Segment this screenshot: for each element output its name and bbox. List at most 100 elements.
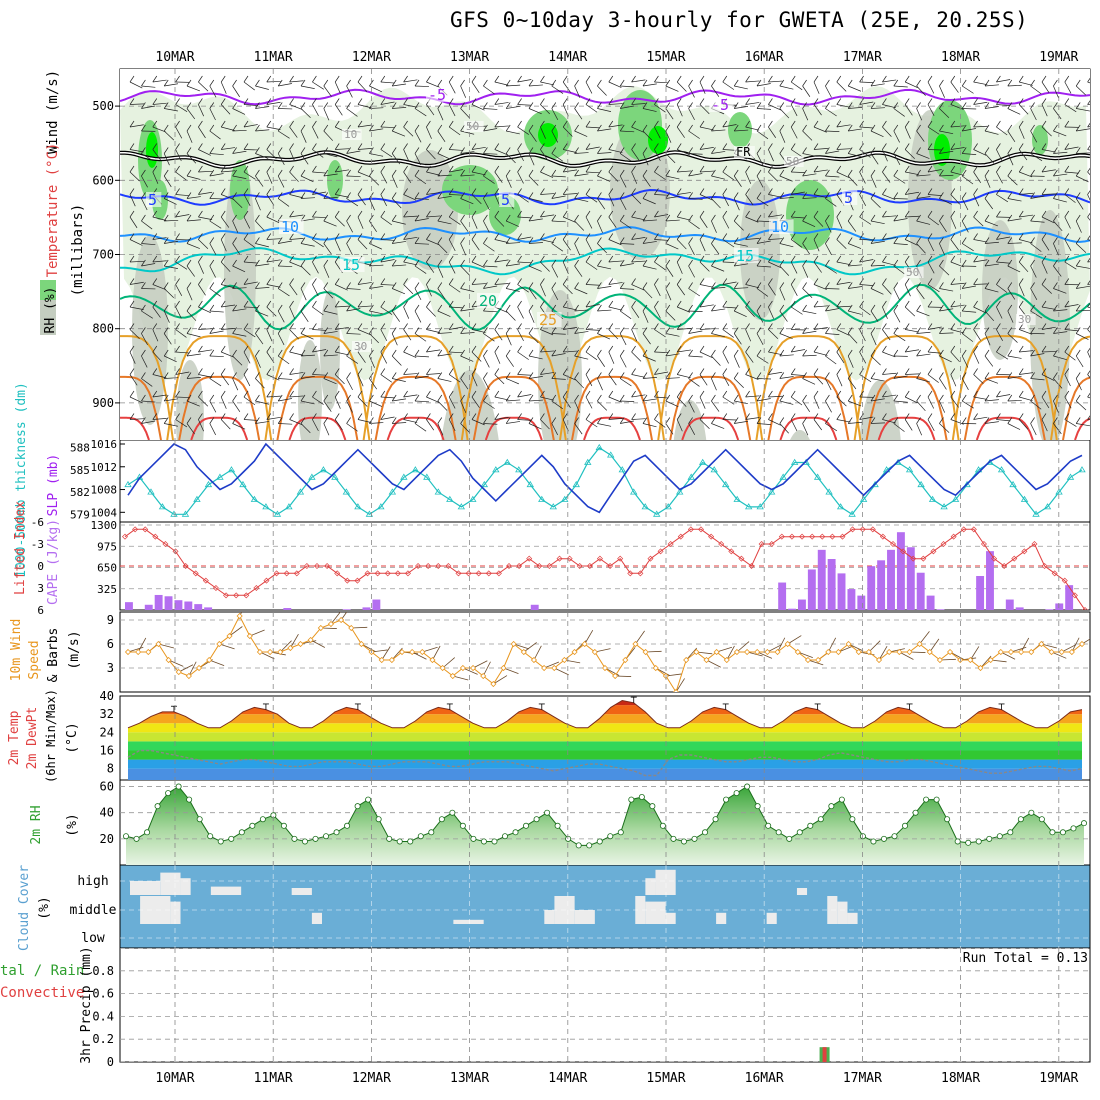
contour-label: 20 bbox=[479, 292, 497, 310]
upper-wind-barb bbox=[300, 153, 309, 165]
upper-wind-barb bbox=[961, 333, 974, 342]
temp2m-group bbox=[127, 696, 1083, 780]
upper-wind-barb-flag bbox=[380, 255, 386, 263]
upper-wind-barb-flag bbox=[448, 120, 454, 128]
upper-wind-barb-flag bbox=[1064, 98, 1070, 105]
upper-wind-barb-flag bbox=[745, 210, 750, 218]
upper-wind-barb bbox=[847, 333, 858, 344]
upper-wind-barb bbox=[506, 399, 521, 402]
upper-wind-barb bbox=[631, 103, 646, 105]
upper-wind-barb bbox=[209, 310, 224, 313]
upper-wind-barb bbox=[882, 284, 892, 295]
upper-wind-barb bbox=[198, 191, 213, 195]
upper-wind-barb-flag bbox=[870, 282, 876, 289]
upper-wind-barb-flag bbox=[597, 192, 602, 199]
upper-wind-barb-flag bbox=[688, 79, 693, 87]
upper-wind-barb bbox=[562, 81, 571, 93]
upper-wind-barb-flag bbox=[950, 413, 956, 420]
wind10-point bbox=[226, 632, 233, 640]
wind10-barb bbox=[178, 664, 194, 673]
upper-wind-barb bbox=[825, 378, 832, 391]
upper-wind-barb-flag bbox=[505, 372, 511, 379]
upper-wind-barb-flag bbox=[312, 278, 317, 285]
temp2m-line bbox=[127, 699, 1083, 729]
upper-wind-barb bbox=[916, 400, 926, 412]
rh2m-point bbox=[1028, 809, 1035, 816]
upper-wind-barb bbox=[198, 396, 209, 407]
upper-wind-barb-flag bbox=[471, 300, 477, 308]
upper-wind-barb-flag bbox=[505, 282, 511, 289]
upper-wind-barb-flag bbox=[847, 102, 853, 109]
thickness-point bbox=[940, 503, 948, 510]
upper-wind-barb-flag bbox=[163, 417, 169, 424]
upper-wind-barb bbox=[1019, 396, 1033, 402]
upper-wind-barb bbox=[677, 170, 692, 173]
upper-wind-barb bbox=[494, 329, 503, 341]
upper-wind-barb bbox=[346, 355, 358, 364]
upper-wind-barb-flag bbox=[608, 210, 614, 218]
upper-wind-barb bbox=[973, 351, 980, 364]
rh-shading-mid bbox=[790, 430, 810, 440]
upper-wind-barb-flag bbox=[859, 345, 864, 353]
upper-wind-barb-flag bbox=[186, 417, 192, 424]
upper-wind-barb bbox=[163, 153, 170, 166]
thickness-point bbox=[204, 480, 213, 488]
cape-bar bbox=[164, 596, 173, 610]
cape-bar bbox=[778, 582, 787, 610]
upper-wind-barb bbox=[1007, 355, 1022, 359]
upper-wind-barb bbox=[563, 149, 577, 153]
upper-wind-barb-flag bbox=[483, 327, 488, 334]
upper-wind-barb bbox=[323, 173, 338, 177]
upper-wind-barb-flag bbox=[585, 210, 591, 218]
thickness-point bbox=[607, 451, 615, 458]
upper-wind-barb bbox=[232, 129, 247, 132]
upper-wind-barb bbox=[665, 130, 672, 143]
upper-y-tick-label: 900 bbox=[92, 396, 114, 410]
upper-wind-barb-flag bbox=[768, 255, 773, 263]
upper-wind-barb bbox=[266, 149, 277, 159]
upper-wind-barb bbox=[380, 239, 395, 241]
upper-wind-barb bbox=[608, 260, 623, 263]
upper-wind-barb-flag bbox=[790, 233, 796, 240]
wind10-point bbox=[246, 632, 253, 640]
upper-wind-barb-flag bbox=[1041, 233, 1047, 240]
upper-wind-barb bbox=[426, 104, 435, 116]
upper-wind-barb bbox=[346, 85, 353, 98]
upper-wind-barb-flag bbox=[517, 98, 522, 105]
upper-wind-barb bbox=[346, 175, 361, 177]
upper-wind-barb bbox=[950, 351, 960, 363]
upper-wind-barb-flag bbox=[961, 394, 967, 402]
upper-wind-barb-flag bbox=[1030, 304, 1035, 312]
upper-wind-barb bbox=[346, 198, 359, 207]
upper-wind-barb bbox=[494, 171, 503, 183]
upper-wind-barb-flag bbox=[699, 210, 705, 218]
li-point bbox=[748, 563, 755, 569]
cape-group bbox=[120, 524, 1090, 610]
upper-wind-barb bbox=[574, 378, 584, 389]
upper-wind-barb bbox=[790, 261, 798, 274]
upper-wind-barb bbox=[699, 419, 710, 430]
upper-wind-barb bbox=[699, 396, 706, 409]
upper-wind-barb bbox=[380, 259, 395, 263]
isotherm-35-dome bbox=[288, 416, 347, 440]
upper-wind-barb-flag bbox=[654, 210, 659, 218]
upper-wind-barb bbox=[1007, 265, 1021, 273]
upper-wind-barb bbox=[950, 147, 965, 150]
wind10-barb bbox=[422, 646, 438, 653]
upper-wind-barb bbox=[483, 153, 498, 155]
wind10-barb bbox=[411, 651, 427, 660]
li-point bbox=[869, 526, 876, 533]
upper-wind-barb-flag bbox=[1041, 165, 1047, 173]
upper-wind-barb-flag bbox=[1041, 98, 1047, 105]
thickness-point bbox=[595, 443, 603, 451]
upper-wind-barb bbox=[813, 261, 822, 273]
upper-wind-barb bbox=[220, 81, 227, 94]
upper-wind-barb-flag bbox=[574, 304, 579, 312]
li-point bbox=[182, 563, 189, 569]
upper-wind-barb-flag bbox=[847, 417, 853, 424]
thickness-point bbox=[446, 495, 454, 502]
upper-wind-barb-flag bbox=[220, 413, 226, 420]
upper-wind-barb bbox=[198, 374, 213, 378]
upper-wind-barb bbox=[733, 355, 740, 368]
upper-wind-barb bbox=[255, 243, 269, 248]
